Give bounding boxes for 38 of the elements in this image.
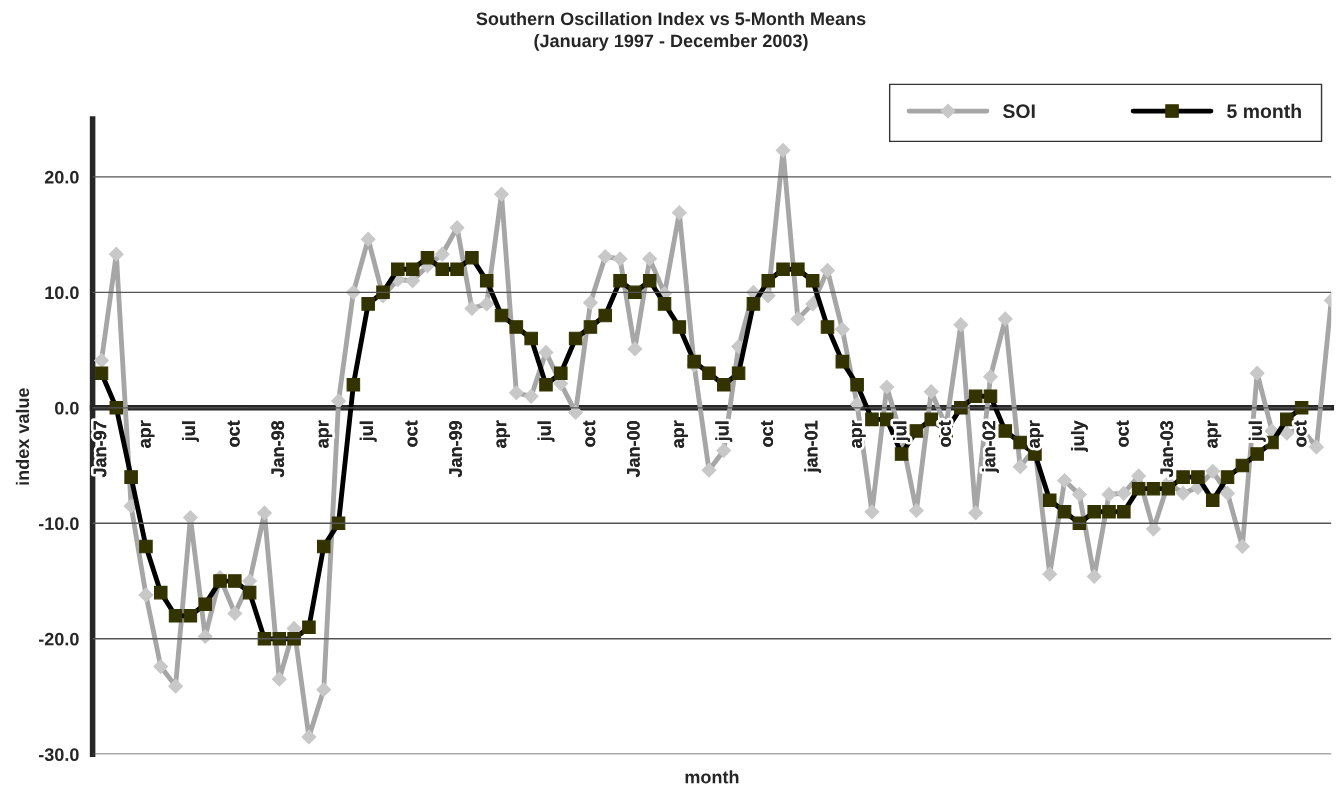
legend-label: 5 month bbox=[1227, 103, 1301, 119]
x-tick-label: oct bbox=[405, 420, 418, 447]
y-axis-title: index value bbox=[15, 388, 30, 485]
x-tick-label: Jan-98 bbox=[271, 420, 285, 478]
y-tick-label: 0.0 bbox=[55, 401, 79, 415]
x-tick-label: jul bbox=[1248, 421, 1266, 442]
x-tick-label: oct bbox=[583, 420, 596, 447]
x-tick-label: jul bbox=[181, 421, 199, 442]
x-tick-label: oct bbox=[1294, 420, 1307, 447]
legend-label: SOI bbox=[1003, 104, 1035, 119]
x-tick-label: oct bbox=[227, 420, 240, 447]
x-tick-label: jul bbox=[359, 421, 377, 442]
x-tick-label: Jan-99 bbox=[449, 420, 462, 478]
x-tick-label: apr bbox=[1207, 420, 1222, 448]
x-tick-label: apr bbox=[496, 420, 510, 448]
x-tick-label: jan-02 bbox=[982, 421, 999, 473]
x-tick-label: jul bbox=[715, 421, 733, 442]
x-tick-label: Jan-03 bbox=[1160, 420, 1174, 478]
x-tick-label: july bbox=[1070, 420, 1088, 452]
x-tick-label: jul bbox=[537, 421, 555, 442]
y-tick-label: -30.0 bbox=[38, 748, 79, 762]
x-tick-label: oct bbox=[1116, 420, 1129, 447]
y-tick-label: -10.0 bbox=[38, 517, 79, 531]
x-tick-label: jan-01 bbox=[804, 420, 822, 473]
y-tick-label: 10.0 bbox=[45, 286, 79, 300]
x-tick-label: oct bbox=[761, 420, 774, 447]
y-tick-label: 20.0 bbox=[44, 170, 79, 184]
x-tick-label: apr bbox=[674, 420, 688, 448]
x-tick-label: apr bbox=[318, 420, 333, 448]
x-tick-label: apr bbox=[852, 420, 866, 448]
x-tick-label: oct bbox=[938, 420, 951, 447]
x-tick-label: jul bbox=[893, 421, 910, 442]
x-tick-label: Jan-00 bbox=[626, 421, 640, 478]
chart-title: Southern Oscillation Index vs 5-Month Means (January 1997 - December 2003) bbox=[476, 11, 866, 51]
x-tick-label: apr bbox=[140, 420, 155, 448]
x-tick-label: apr bbox=[1029, 420, 1044, 448]
y-tick-label: -20.0 bbox=[38, 632, 79, 646]
x-axis-title: month bbox=[685, 770, 739, 784]
